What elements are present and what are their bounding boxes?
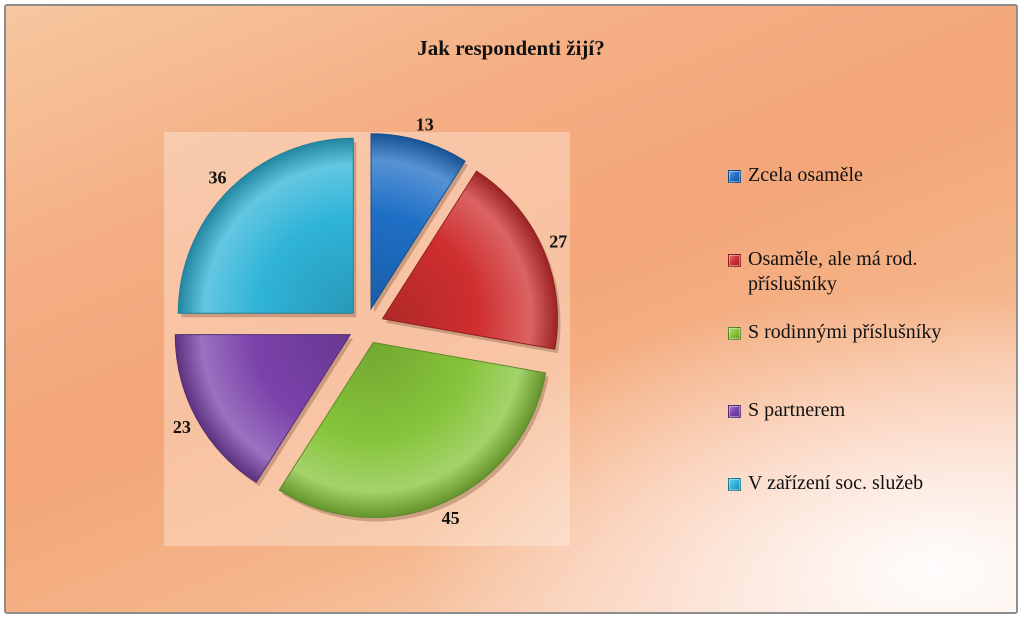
legend-item-osamele-ale-ma-rod: Osaměle, ale má rod. příslušníky: [728, 247, 983, 297]
legend: Zcela osaměle Osaměle, ale má rod. přísl…: [728, 6, 1016, 606]
legend-swatch: [728, 405, 741, 418]
legend-swatch: [728, 327, 741, 340]
legend-item-s-rodinnymi: S rodinnými příslušníky: [728, 320, 1010, 345]
pie-chart: 13 27 45 23 36: [164, 114, 570, 546]
data-label: 13: [416, 114, 434, 134]
legend-item-s-partnerem: S partnerem: [728, 398, 1010, 423]
data-label: 27: [549, 231, 567, 251]
data-label: 45: [442, 508, 460, 528]
legend-swatch: [728, 170, 741, 183]
legend-label: Osaměle, ale má rod. příslušníky: [748, 248, 918, 295]
legend-item-zcela-osamele: Zcela osaměle: [728, 163, 1010, 188]
legend-label: S partnerem: [748, 399, 846, 421]
slice-zcela-osamele: [370, 133, 466, 311]
legend-swatch: [728, 254, 741, 267]
legend-label: V zařízení soc. služeb: [748, 472, 924, 494]
legend-item-v-zarizeni: V zařízení soc. služeb: [728, 471, 1010, 496]
chart-frame: Jak respondenti žijí? 13 27 45 23 36 Zcela o…: [4, 4, 1018, 614]
data-label: 36: [209, 168, 227, 188]
slice-v-zarizeni: [177, 137, 354, 314]
slice-osamele-ale-ma-rod: [381, 170, 558, 350]
data-label: 23: [173, 417, 191, 437]
legend-swatch: [728, 478, 741, 491]
chart-title: Jak respondenti žijí?: [417, 36, 605, 60]
slice-s-partnerem: [174, 334, 352, 483]
legend-label: Zcela osaměle: [748, 164, 863, 186]
legend-label: S rodinnými příslušníky: [748, 321, 942, 343]
slice-s-rodinnymi: [278, 341, 547, 518]
